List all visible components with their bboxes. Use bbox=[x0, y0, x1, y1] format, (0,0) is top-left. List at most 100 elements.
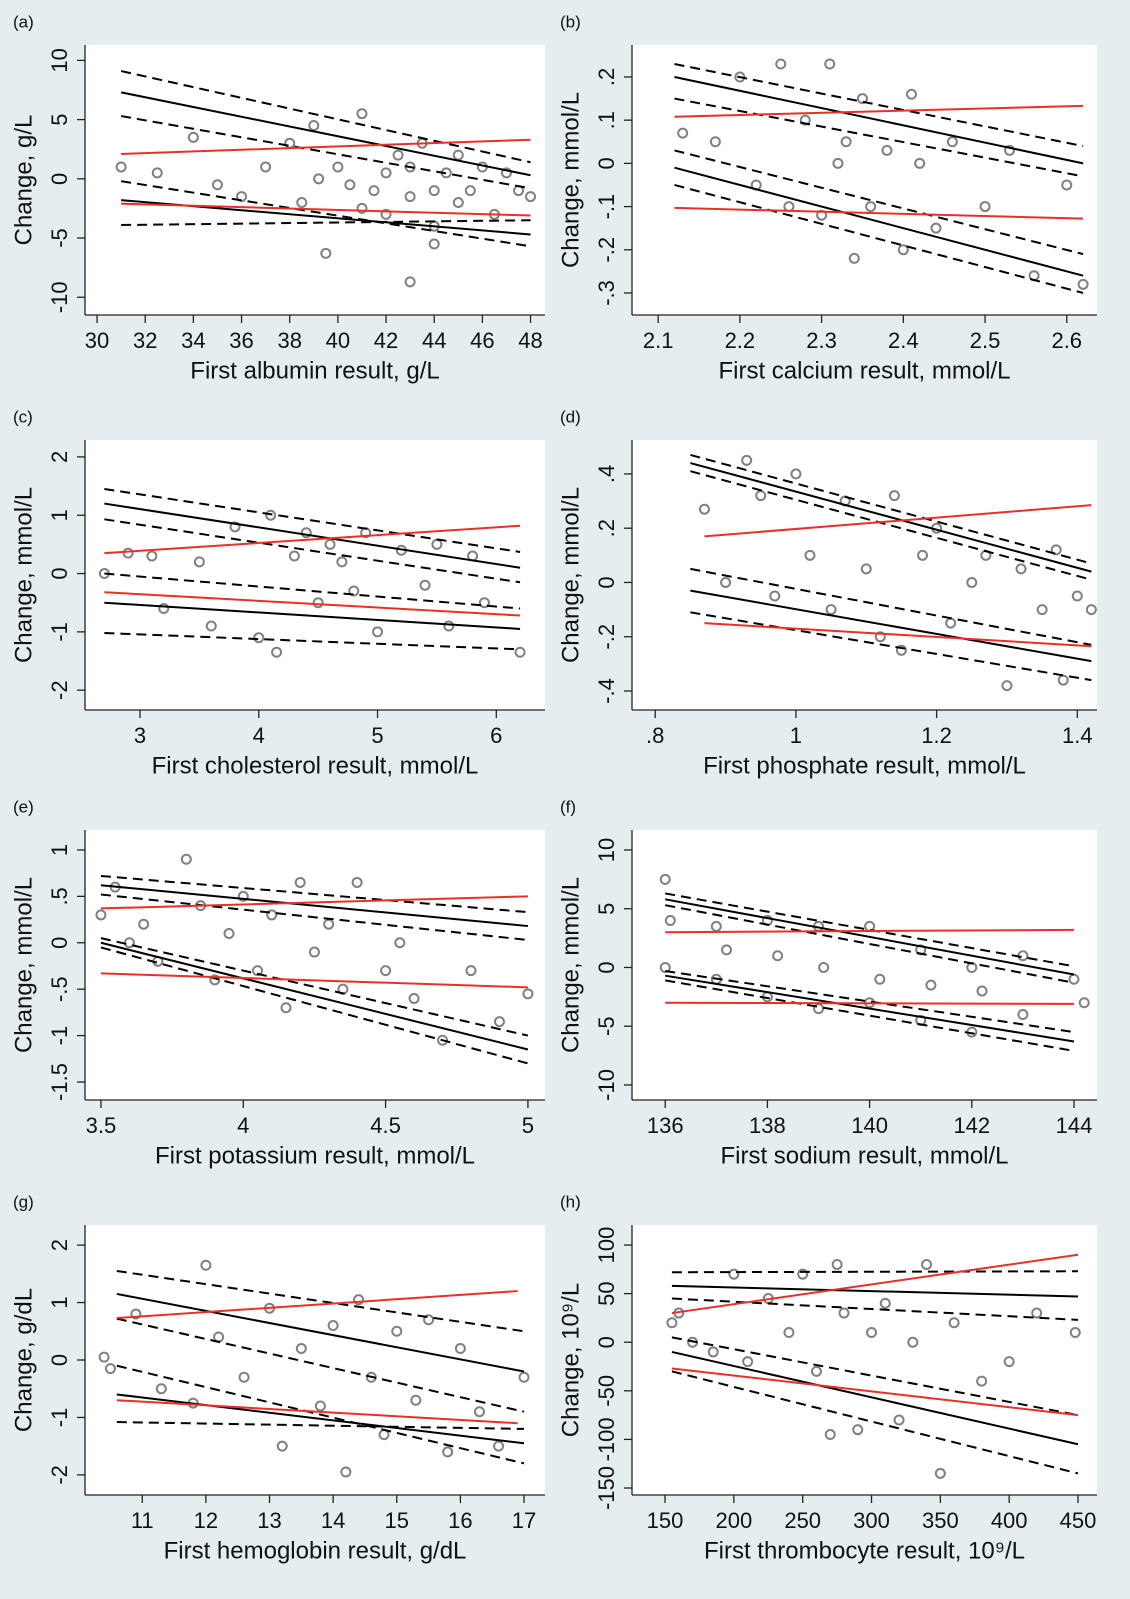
x-tick-label: 14 bbox=[321, 1508, 345, 1533]
point bbox=[979, 201, 991, 213]
line bbox=[671, 1253, 1079, 1315]
point bbox=[428, 238, 440, 250]
plot-area bbox=[632, 440, 1097, 710]
plot-area bbox=[632, 1225, 1097, 1495]
point bbox=[720, 576, 732, 588]
y-tick-label: .5 bbox=[47, 887, 72, 905]
line bbox=[116, 1399, 518, 1425]
plot-area bbox=[85, 1225, 545, 1495]
y-axis-label: Change, mmol/L bbox=[10, 487, 37, 663]
point bbox=[874, 631, 886, 643]
y-axis-label: Change, mmol/L bbox=[10, 877, 37, 1053]
y-tick-label: 0 bbox=[594, 961, 619, 973]
point bbox=[1031, 1307, 1043, 1319]
point bbox=[709, 136, 721, 148]
line bbox=[665, 898, 1075, 976]
line bbox=[104, 601, 521, 630]
y-tick-label: 0 bbox=[47, 1354, 72, 1366]
line bbox=[104, 524, 521, 555]
point bbox=[294, 876, 306, 888]
point bbox=[852, 1424, 864, 1436]
line bbox=[121, 138, 531, 155]
y-tick-label: .2 bbox=[594, 519, 619, 537]
y-tick-label: -150 bbox=[594, 1466, 619, 1510]
y-tick-label: -.2 bbox=[594, 624, 619, 650]
dashed-line bbox=[104, 518, 521, 584]
panel-label: (c) bbox=[13, 407, 33, 426]
dashed-line bbox=[690, 470, 1092, 581]
y-axis-label: Change, mmol/L bbox=[557, 92, 584, 268]
x-tick-label: 5 bbox=[522, 1113, 534, 1138]
line bbox=[104, 591, 521, 617]
y-tick-label: 10 bbox=[594, 838, 619, 862]
point bbox=[518, 1371, 530, 1383]
point bbox=[122, 547, 134, 559]
point bbox=[308, 946, 320, 958]
point bbox=[280, 1002, 292, 1014]
x-tick-label: 140 bbox=[851, 1113, 888, 1138]
point bbox=[158, 603, 170, 615]
point bbox=[1057, 674, 1069, 686]
point bbox=[824, 1429, 836, 1441]
x-tick-label: 2.6 bbox=[1051, 328, 1082, 353]
line bbox=[100, 972, 528, 989]
x-tick-label: 200 bbox=[716, 1508, 753, 1533]
x-tick-label: 350 bbox=[922, 1508, 959, 1533]
y-tick-label: 5 bbox=[47, 113, 72, 125]
point bbox=[295, 1343, 307, 1355]
x-tick-label: 4 bbox=[237, 1113, 249, 1138]
x-tick-label: 34 bbox=[181, 328, 205, 353]
y-tick-label: .1 bbox=[594, 111, 619, 129]
point bbox=[514, 646, 526, 658]
line bbox=[100, 941, 529, 1051]
point bbox=[308, 120, 320, 132]
point bbox=[728, 1268, 740, 1280]
point bbox=[356, 202, 368, 214]
point bbox=[881, 144, 893, 156]
point bbox=[666, 1317, 678, 1329]
point bbox=[799, 114, 811, 126]
point bbox=[394, 937, 406, 949]
point bbox=[320, 247, 332, 259]
x-tick-label: 144 bbox=[1056, 1113, 1093, 1138]
line bbox=[121, 202, 531, 217]
x-tick-label: 450 bbox=[1060, 1508, 1097, 1533]
point bbox=[865, 201, 877, 213]
y-tick-label: .4 bbox=[594, 465, 619, 483]
x-tick-label: 150 bbox=[647, 1508, 684, 1533]
point bbox=[410, 1394, 422, 1406]
x-tick-label: 300 bbox=[853, 1508, 890, 1533]
point bbox=[707, 1346, 719, 1358]
x-tick-label: 13 bbox=[257, 1508, 281, 1533]
point bbox=[522, 988, 534, 1000]
point bbox=[1069, 1326, 1081, 1338]
x-tick-label: 250 bbox=[784, 1508, 821, 1533]
y-tick-label: -1 bbox=[47, 1026, 72, 1046]
x-axis-label: First sodium result, mmol/L bbox=[720, 1142, 1008, 1169]
y-axis-label: Change, g/L bbox=[10, 115, 37, 246]
point bbox=[351, 876, 363, 888]
point bbox=[288, 550, 300, 562]
x-tick-label: 4 bbox=[253, 723, 265, 748]
x-axis-label: First phosphate result, mmol/L bbox=[703, 752, 1026, 779]
y-tick-label: 0 bbox=[594, 157, 619, 169]
y-tick-label: 50 bbox=[594, 1281, 619, 1305]
x-tick-label: 2.1 bbox=[643, 328, 674, 353]
y-tick-label: 0 bbox=[594, 1336, 619, 1348]
y-tick-label: 1 bbox=[47, 1296, 72, 1308]
x-tick-label: 48 bbox=[518, 328, 542, 353]
point bbox=[934, 1467, 946, 1479]
panel-label: (g) bbox=[13, 1192, 34, 1211]
x-tick-label: 400 bbox=[991, 1508, 1028, 1533]
line bbox=[704, 622, 1092, 648]
point bbox=[905, 88, 917, 100]
point bbox=[866, 1326, 878, 1338]
point bbox=[797, 1268, 809, 1280]
line bbox=[104, 502, 521, 569]
point bbox=[408, 992, 420, 1004]
x-tick-label: 6 bbox=[490, 723, 502, 748]
point bbox=[368, 185, 380, 197]
point bbox=[327, 1320, 339, 1332]
point bbox=[818, 961, 830, 973]
point bbox=[816, 209, 828, 221]
